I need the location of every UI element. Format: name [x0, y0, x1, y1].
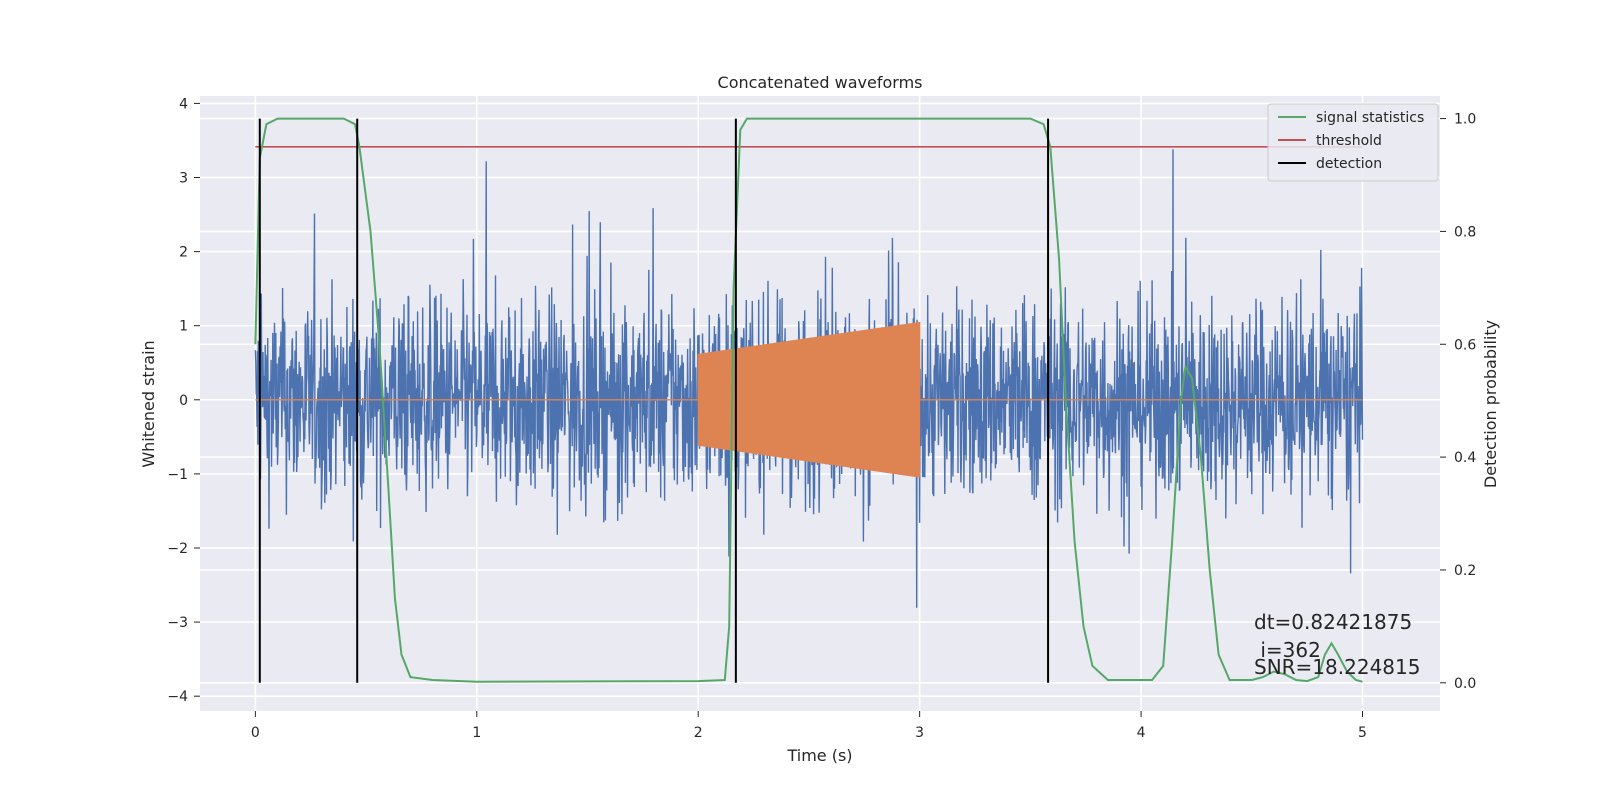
y-tick-label: 3 — [179, 171, 188, 187]
axes: 0 1 2 3 4 5 −4 −3 −2 −1 0 1 2 3 4 0.0 0.2 0.4 0.6 0.8 1.0 — [167, 96, 1476, 741]
y-tick-label: 0 — [179, 393, 188, 409]
y2-tick-label: 0.4 — [1454, 450, 1476, 466]
y-tick-label: 4 — [179, 96, 188, 112]
x-tick-label: 4 — [1137, 725, 1146, 741]
x-tick-label: 5 — [1358, 725, 1367, 741]
legend-label: detection — [1316, 156, 1382, 172]
y-tick-label: 2 — [179, 245, 188, 261]
x-axis-label: Time (s) — [786, 746, 852, 765]
y2-tick-label: 0.8 — [1454, 224, 1476, 240]
annotations: dt=0.82421875 i=362 SNR=18.224815 — [1254, 610, 1420, 679]
x-tick-label: 2 — [694, 725, 703, 741]
y2-tick-label: 0.2 — [1454, 563, 1476, 579]
annotation-index: i=362 — [1254, 638, 1321, 662]
y2-axis-label: Detection probability — [1481, 320, 1500, 488]
y2-tick-label: 1.0 — [1454, 112, 1476, 128]
legend-label: signal statistics — [1316, 110, 1424, 126]
y-tick-label: −1 — [167, 467, 188, 483]
x-tick-label: 3 — [915, 725, 924, 741]
y-tick-label: 1 — [179, 319, 188, 335]
signal-statistics-line — [254, 117, 1363, 683]
annotation-snr: SNR=18.224815 — [1254, 655, 1420, 679]
y2-tick-label: 0.0 — [1454, 676, 1476, 692]
injected-signal-line — [255, 321, 1363, 478]
y-axis-label: Whitened strain — [139, 340, 158, 467]
series-layer — [254, 117, 1364, 683]
x-tick-label: 0 — [251, 725, 260, 741]
chart-title: Concatenated waveforms — [718, 73, 923, 92]
y2-tick-label: 0.6 — [1454, 337, 1476, 353]
y-tick-label: −3 — [167, 615, 188, 631]
x-tick-label: 1 — [472, 725, 481, 741]
y-tick-label: −2 — [167, 541, 188, 557]
legend-box — [1267, 103, 1439, 182]
y-tick-label: −4 — [167, 689, 188, 705]
annotation-dt: dt=0.82421875 — [1254, 610, 1412, 634]
legend: signal statistics threshold detection — [1267, 103, 1439, 182]
legend-label: threshold — [1316, 133, 1382, 149]
